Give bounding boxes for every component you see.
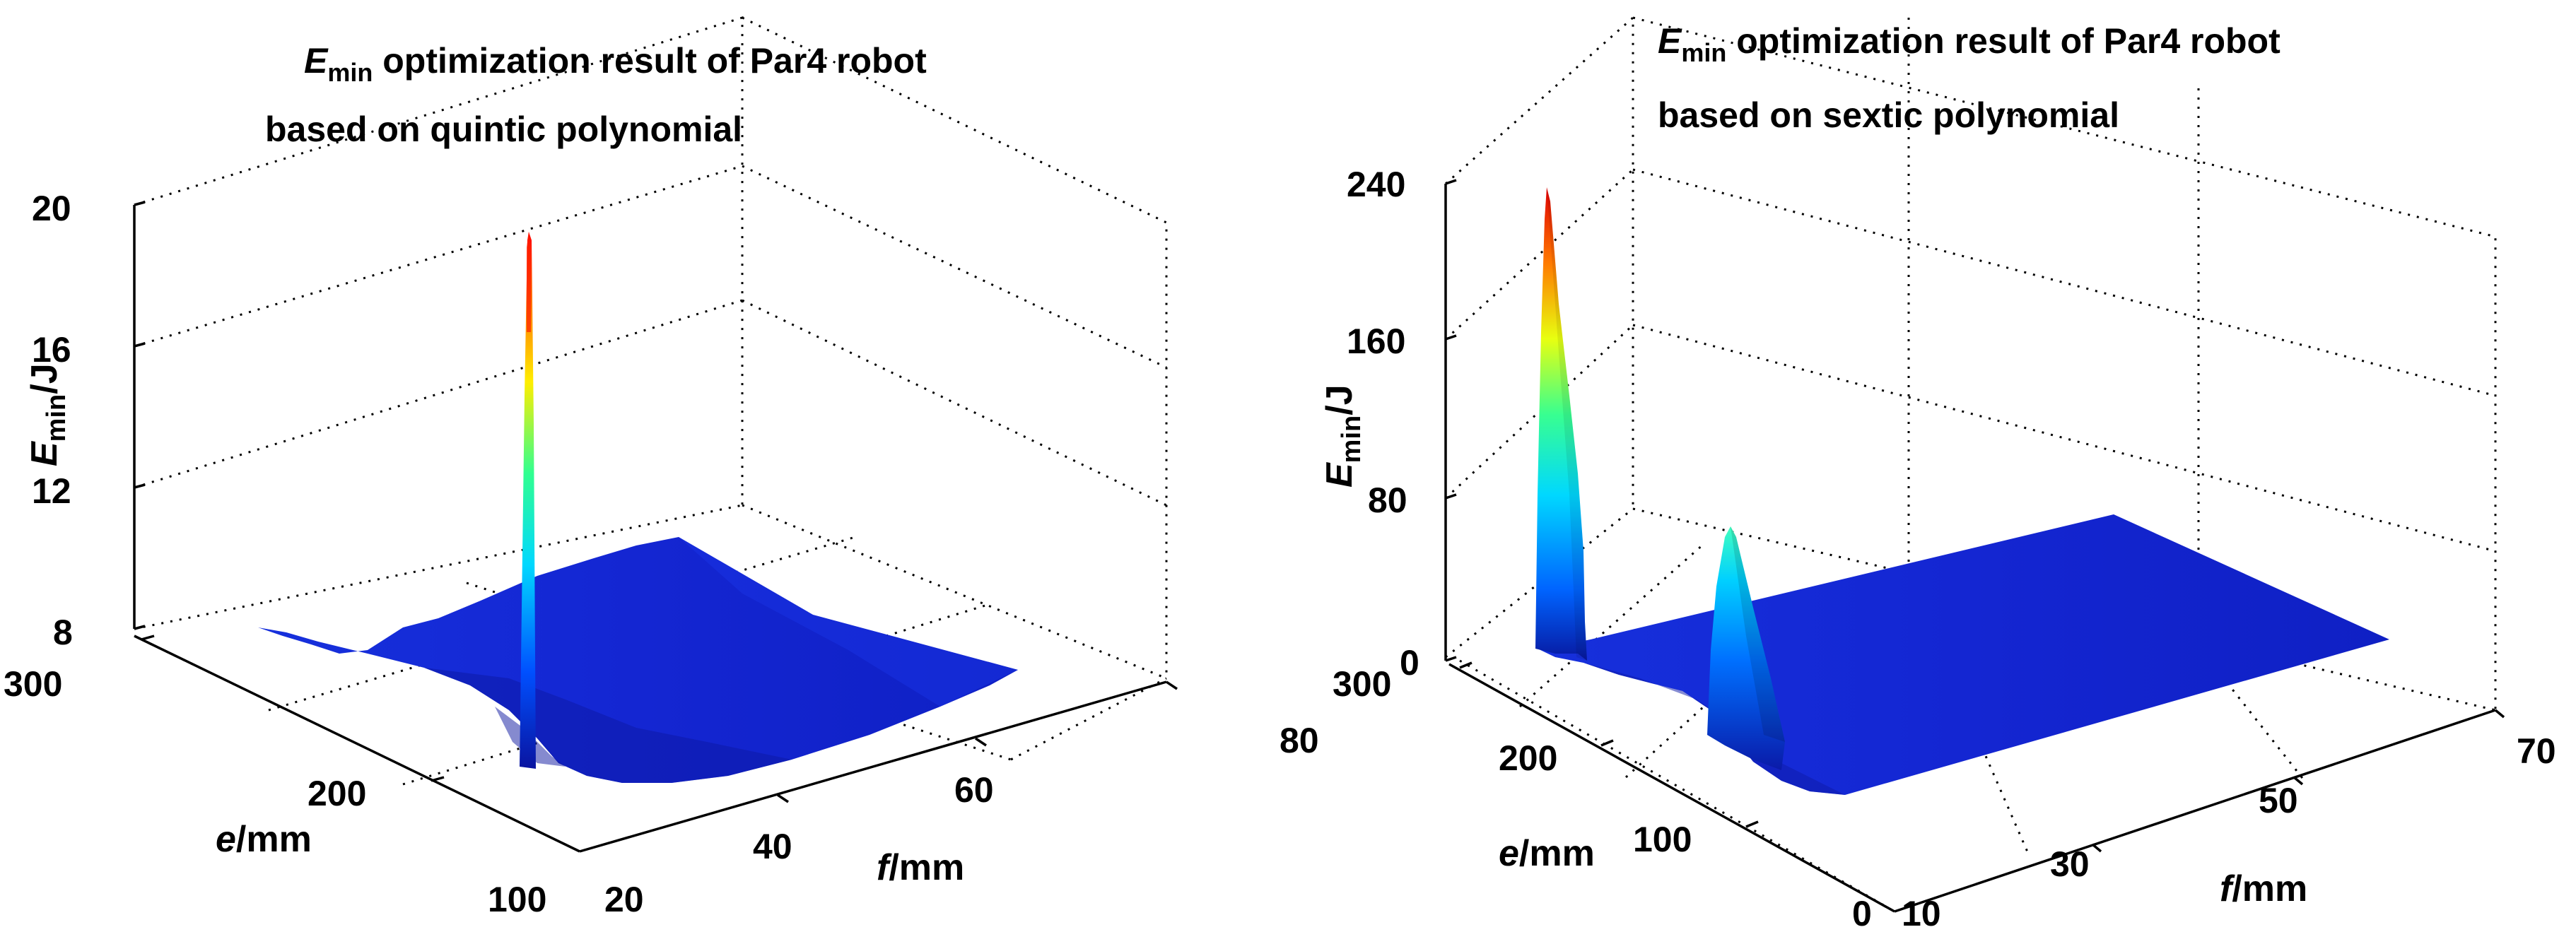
chart-right-surface bbox=[1535, 187, 2389, 795]
right-z-tick-label: 0 bbox=[1400, 643, 1419, 683]
right-z-tick-label: 160 bbox=[1347, 321, 1405, 361]
chart-right: Emin optimization result of Par4 robot b… bbox=[1319, 15, 2556, 933]
left-z-tick-label: 16 bbox=[32, 330, 71, 370]
surface-left-floor bbox=[258, 537, 1018, 783]
right-x-axis-label: f/mm bbox=[2220, 868, 2307, 909]
right-y-tick-label: 0 bbox=[1852, 894, 1872, 933]
chart-left-subtitle: based on quintic polynomial bbox=[265, 110, 742, 149]
left-z-tick-label: 20 bbox=[32, 189, 71, 228]
chart-right-grid bbox=[1444, 15, 2497, 913]
right-z-tick-label: 80 bbox=[1368, 480, 1407, 520]
right-y-axis-label: e/mm bbox=[1499, 833, 1595, 874]
chart-left-axes bbox=[133, 201, 1178, 853]
right-z-axis-label: Emin/J bbox=[1319, 384, 1366, 488]
left-x-tick-label: 60 bbox=[954, 770, 994, 810]
left-x-tick-label: 40 bbox=[753, 827, 792, 866]
right-x-tick-label: 50 bbox=[2259, 781, 2298, 820]
left-y-axis-label: e/mm bbox=[216, 819, 312, 860]
surface-left-spike bbox=[520, 232, 536, 769]
chart-left-surface bbox=[258, 232, 1018, 783]
left-y-tick-label: 100 bbox=[488, 880, 546, 919]
right-y-tick-label: 300 bbox=[1333, 664, 1391, 704]
left-x-tick-label: 80 bbox=[1280, 721, 1319, 760]
left-x-axis-label: f/mm bbox=[877, 847, 964, 888]
left-x-tick-label: 20 bbox=[604, 880, 644, 919]
right-x-tick-label: 30 bbox=[2050, 844, 2090, 884]
left-z-tick-label: 12 bbox=[32, 471, 71, 511]
right-x-tick-label: 70 bbox=[2517, 731, 2556, 771]
surface-right-peak-main bbox=[1535, 187, 1587, 661]
chart-left-title: Emin optimization result of Par4 robot bbox=[304, 41, 927, 87]
chart-left: Emin optimization result of Par4 robot b… bbox=[4, 16, 1319, 919]
surface-right-floor bbox=[1538, 514, 2389, 795]
left-y-tick-label: 200 bbox=[308, 774, 366, 813]
left-z-axis-label: Emin/J bbox=[24, 363, 71, 466]
chart-right-axes bbox=[1444, 179, 2505, 913]
right-y-tick-label: 200 bbox=[1499, 738, 1557, 778]
right-z-tick-label: 240 bbox=[1347, 165, 1405, 204]
surface-right-peak-small bbox=[1707, 526, 1785, 770]
right-y-tick-label: 100 bbox=[1633, 820, 1692, 859]
right-x-tick-label: 10 bbox=[1902, 894, 1941, 933]
left-z-tick-label: 8 bbox=[53, 613, 73, 652]
chart-right-subtitle: based on sextic polynomial bbox=[1658, 95, 2119, 135]
left-y-tick-label: 300 bbox=[4, 664, 62, 704]
chart-right-title: Emin optimization result of Par4 robot bbox=[1658, 21, 2281, 67]
